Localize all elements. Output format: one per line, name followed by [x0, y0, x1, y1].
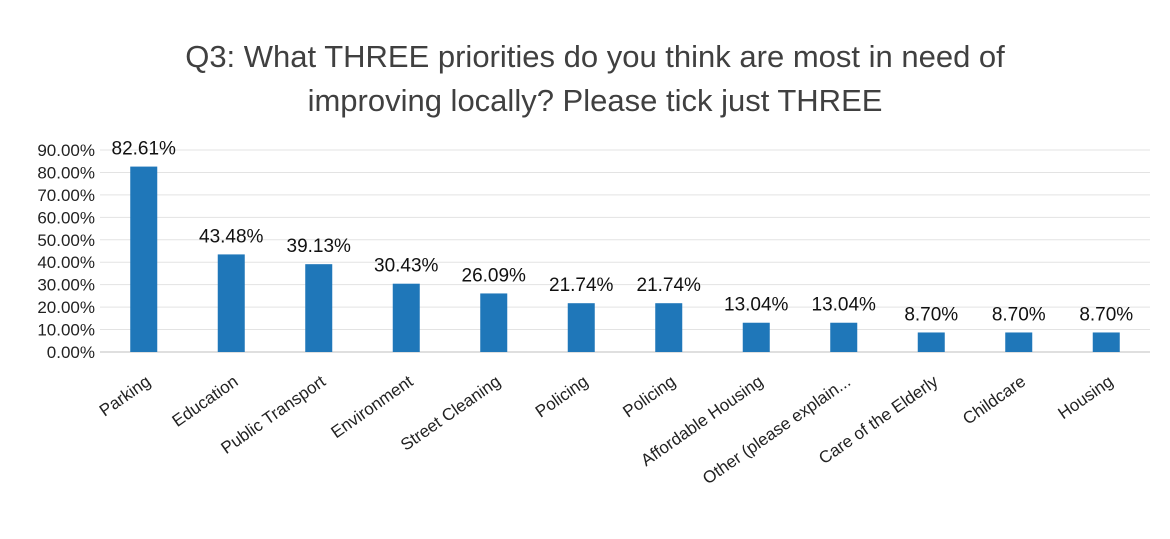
bars	[130, 166, 1120, 352]
data-label: 26.09%	[462, 265, 527, 286]
data-label: 43.48%	[199, 226, 264, 247]
y-tick-label: 40.00%	[37, 253, 95, 272]
data-label: 8.70%	[1079, 304, 1133, 325]
x-tick-label: Parking	[96, 372, 154, 421]
data-label: 82.61%	[112, 139, 177, 160]
chart-title-line-2: improving locally? Please tick just THRE…	[308, 83, 883, 118]
bar	[567, 303, 595, 352]
x-tick-label: Childcare	[959, 372, 1029, 429]
bar	[1005, 332, 1033, 352]
bar	[830, 322, 858, 352]
y-tick-label: 90.00%	[37, 141, 95, 160]
x-tick-label: Housing	[1055, 372, 1117, 423]
data-label: 13.04%	[812, 295, 877, 316]
data-label: 21.74%	[549, 275, 614, 296]
bar	[742, 322, 770, 352]
bar	[480, 293, 508, 352]
x-tick-label: Environment	[327, 372, 416, 442]
bar	[917, 332, 945, 352]
chart-title-line-1: Q3: What THREE priorities do you think a…	[185, 39, 1005, 74]
bar	[130, 166, 158, 352]
y-tick-label: 70.00%	[37, 186, 95, 205]
data-label: 13.04%	[724, 295, 789, 316]
bar	[655, 303, 683, 352]
data-label: 8.70%	[904, 304, 958, 325]
y-tick-label: 50.00%	[37, 231, 95, 250]
x-tick-label: Policing	[619, 372, 679, 422]
data-labels: 82.61% 43.48% 39.13% 30.43% 26.09% 21.74% 21.7…	[112, 139, 1134, 326]
y-tick-label: 10.00%	[37, 321, 95, 340]
data-label: 30.43%	[374, 256, 439, 277]
bar	[1092, 332, 1120, 352]
x-tick-label: Education	[169, 372, 242, 431]
gridlines	[100, 149, 1150, 353]
data-label: 39.13%	[287, 236, 352, 257]
bar	[392, 283, 420, 352]
y-tick-label: 80.00%	[37, 163, 95, 182]
y-tick-label: 20.00%	[37, 298, 95, 317]
data-label: 21.74%	[637, 275, 702, 296]
x-tick-label: Policing	[532, 372, 592, 422]
data-label: 8.70%	[992, 304, 1046, 325]
y-axis-tick-labels: 0.00% 10.00% 20.00% 30.00% 40.00% 50.00% 60.00…	[37, 141, 95, 362]
bar	[217, 254, 245, 352]
y-tick-label: 30.00%	[37, 276, 95, 295]
bar	[305, 264, 333, 352]
y-tick-label: 60.00%	[37, 208, 95, 227]
x-tick-label: Other (please explain...	[699, 372, 854, 488]
y-tick-label: 0.00%	[47, 343, 95, 362]
